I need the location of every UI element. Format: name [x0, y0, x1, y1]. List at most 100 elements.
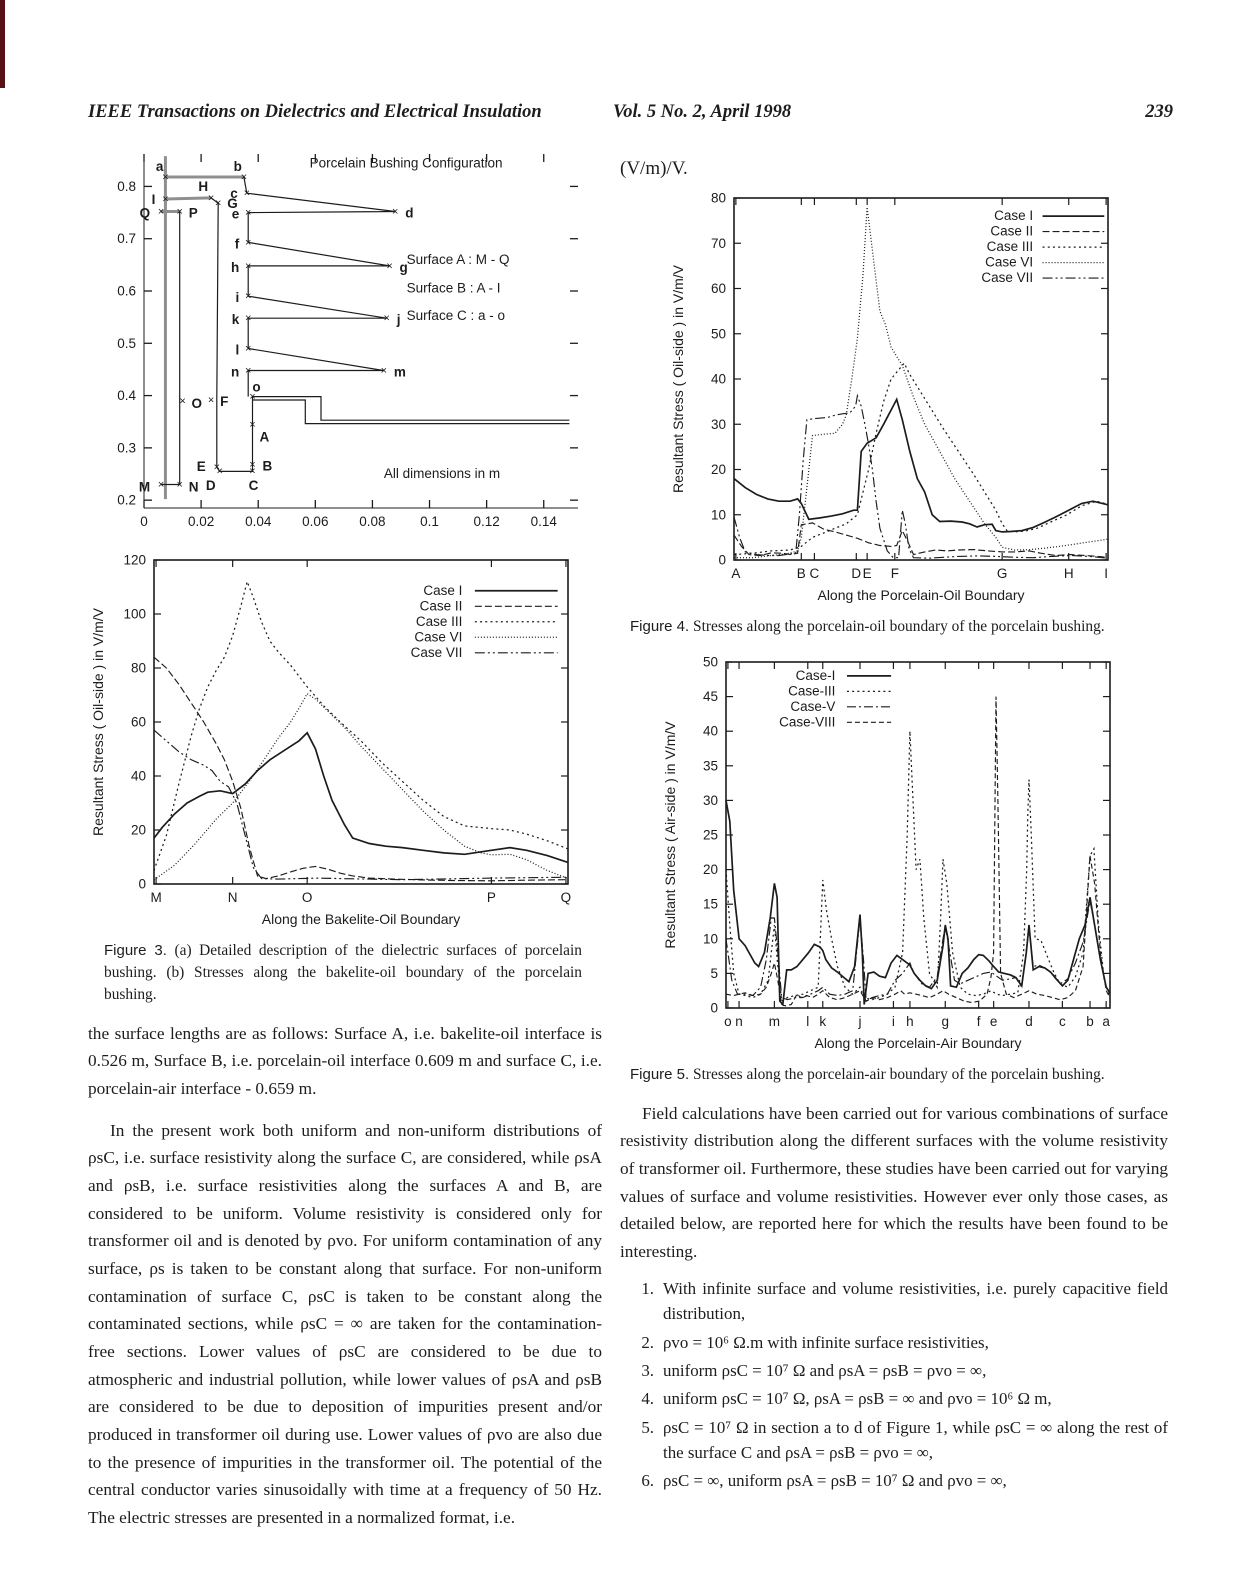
- svg-text:Case VII: Case VII: [981, 270, 1033, 285]
- svg-text:30: 30: [703, 793, 718, 808]
- figure-5-chart: 0 5 10 15 20 25 30 35 40 45 50 o n m l k j i h g f e d c b a Along…: [662, 654, 1111, 1051]
- svg-text:×: ×: [381, 365, 387, 377]
- right-column: (V/m)/V. 0 10 20 30 40 50 60 70 80 A B C D E F G H I Along…: [620, 158, 1168, 1494]
- svg-text:×: ×: [215, 198, 221, 210]
- svg-text:I: I: [152, 192, 156, 207]
- list-item-text: uniform ρsC = 10⁷ Ω and ρsA = ρsB = ρvo …: [663, 1360, 987, 1380]
- svg-text:0.06: 0.06: [302, 514, 328, 529]
- svg-text:e: e: [232, 207, 240, 222]
- svg-text:Along the Porcelain-Air Bounda: Along the Porcelain-Air Boundary: [814, 1035, 1021, 1051]
- svg-text:f: f: [977, 1014, 981, 1029]
- svg-text:Case-VIII: Case-VIII: [779, 714, 835, 729]
- svg-text:0.02: 0.02: [188, 514, 214, 529]
- svg-text:×: ×: [245, 343, 251, 355]
- svg-text:Q: Q: [561, 890, 572, 905]
- svg-text:n: n: [735, 1014, 743, 1029]
- svg-text:k: k: [232, 312, 240, 327]
- svg-text:D: D: [851, 566, 861, 581]
- svg-text:Along the Bakelite-Oil Boundar: Along the Bakelite-Oil Boundary: [262, 911, 460, 927]
- svg-text:d: d: [405, 206, 413, 221]
- issue-info: Vol. 5 No. 2, April 1998: [613, 102, 792, 122]
- svg-text:a: a: [1102, 1014, 1110, 1029]
- svg-text:Case-III: Case-III: [788, 683, 835, 698]
- svg-text:×: ×: [249, 459, 255, 471]
- svg-text:Case II: Case II: [990, 224, 1033, 239]
- svg-text:100: 100: [123, 607, 146, 622]
- svg-text:Case I: Case I: [423, 583, 462, 598]
- svg-text:70: 70: [711, 236, 726, 251]
- svg-text:M: M: [150, 890, 161, 905]
- svg-text:D: D: [206, 478, 216, 493]
- svg-text:Case III: Case III: [416, 614, 463, 629]
- list-item-number: 6.: [641, 1471, 654, 1491]
- svg-text:Along the Porcelain-Oil Bounda: Along the Porcelain-Oil Boundary: [817, 587, 1024, 603]
- svg-text:0.14: 0.14: [531, 514, 558, 529]
- figure-4-caption: Figure 4. Stresses along the porcelain-o…: [630, 616, 1135, 638]
- svg-text:M: M: [139, 479, 150, 494]
- svg-text:80: 80: [711, 191, 726, 206]
- list-item-number: 1.: [641, 1278, 654, 1298]
- svg-text:I: I: [1104, 566, 1108, 581]
- svg-text:0.7: 0.7: [117, 231, 136, 246]
- svg-text:Case VI: Case VI: [414, 629, 462, 644]
- figure-3b-chart: 0 20 40 60 80 100 120 M N O P Q Along the Bakelite-O…: [90, 553, 572, 928]
- svg-text:Surface A : M - Q: Surface A : M - Q: [407, 252, 510, 267]
- svg-text:×: ×: [245, 313, 251, 325]
- svg-text:×: ×: [216, 466, 222, 478]
- svg-text:Surface C : a - o: Surface C : a - o: [407, 308, 505, 323]
- svg-text:20: 20: [131, 823, 146, 838]
- svg-text:30: 30: [711, 417, 726, 432]
- svg-text:l: l: [235, 343, 239, 358]
- list-item-number: 5.: [641, 1417, 654, 1437]
- svg-text:80: 80: [131, 661, 146, 676]
- svg-text:20: 20: [711, 462, 726, 477]
- svg-text:10: 10: [711, 507, 726, 522]
- list-item-number: 4.: [641, 1389, 654, 1409]
- svg-text:×: ×: [208, 192, 214, 204]
- vmv-continuation: (V/m)/V.: [620, 158, 688, 179]
- svg-text:m: m: [394, 364, 406, 379]
- scan-artifact: [0, 0, 5, 88]
- list-item-text: uniform ρsC = 10⁷ Ω, ρsA = ρsB = ∞ and ρ…: [663, 1389, 1052, 1409]
- left-column: 0.2 0.3 0.4 0.5 0.6 0.7 0.8 0 0.02 0.04 0.06 0.08 0.…: [88, 146, 602, 1532]
- svg-text:×: ×: [386, 260, 392, 272]
- svg-text:×: ×: [162, 193, 168, 205]
- svg-text:F: F: [220, 394, 228, 409]
- svg-text:Case-I: Case-I: [796, 668, 836, 683]
- case-list: 1. With infinite surface and volume resis…: [620, 1276, 1168, 1494]
- svg-text:B: B: [797, 566, 806, 581]
- svg-text:g: g: [942, 1014, 950, 1029]
- svg-text:A: A: [260, 429, 270, 444]
- svg-text:Q: Q: [140, 206, 151, 221]
- figure-5-caption: Figure 5. Stresses along the porcelain-a…: [630, 1064, 1135, 1086]
- svg-text:Resultant Stress ( Air-side ): Resultant Stress ( Air-side ) in V/m/V: [662, 721, 678, 949]
- svg-text:×: ×: [245, 291, 251, 303]
- list-item-number: 2.: [641, 1332, 654, 1352]
- svg-text:j: j: [396, 312, 401, 327]
- svg-text:Resultant Stress ( Oil-side ): Resultant Stress ( Oil-side ) in V/m/V: [90, 607, 106, 836]
- svg-text:0: 0: [138, 877, 146, 892]
- figure-4-caption-label: Figure 4.: [630, 618, 690, 635]
- svg-text:0: 0: [140, 514, 148, 529]
- svg-text:a: a: [156, 159, 164, 174]
- svg-text:j: j: [858, 1014, 862, 1029]
- svg-text:×: ×: [249, 419, 255, 431]
- paragraph-surface-lengths: the surface lengths are as follows: Surf…: [88, 1023, 602, 1098]
- journal-title: IEEE Transactions on Dielectrics and Ele…: [88, 102, 542, 122]
- svg-text:40: 40: [703, 724, 718, 739]
- paragraph-field-calculations: Field calculations have been carried out…: [620, 1103, 1168, 1262]
- svg-text:0.12: 0.12: [473, 514, 499, 529]
- svg-text:Case III: Case III: [987, 239, 1034, 254]
- list-item: 6. ρsC = ∞, uniform ρsA = ρsB = 10⁷ Ω and…: [620, 1468, 1168, 1493]
- figure-3-caption: Figure 3. (a) Detailed description of th…: [104, 940, 582, 1006]
- svg-text:60: 60: [131, 715, 146, 730]
- svg-text:0.04: 0.04: [245, 514, 272, 529]
- svg-text:C: C: [249, 478, 259, 493]
- svg-text:Case I: Case I: [994, 208, 1033, 223]
- list-item-number: 3.: [641, 1360, 654, 1380]
- list-item-text: ρsC = 10⁷ Ω in section a to d of Figure …: [663, 1417, 1168, 1462]
- svg-text:50: 50: [703, 654, 718, 669]
- svg-text:45: 45: [703, 689, 718, 704]
- svg-text:Case-V: Case-V: [790, 699, 835, 714]
